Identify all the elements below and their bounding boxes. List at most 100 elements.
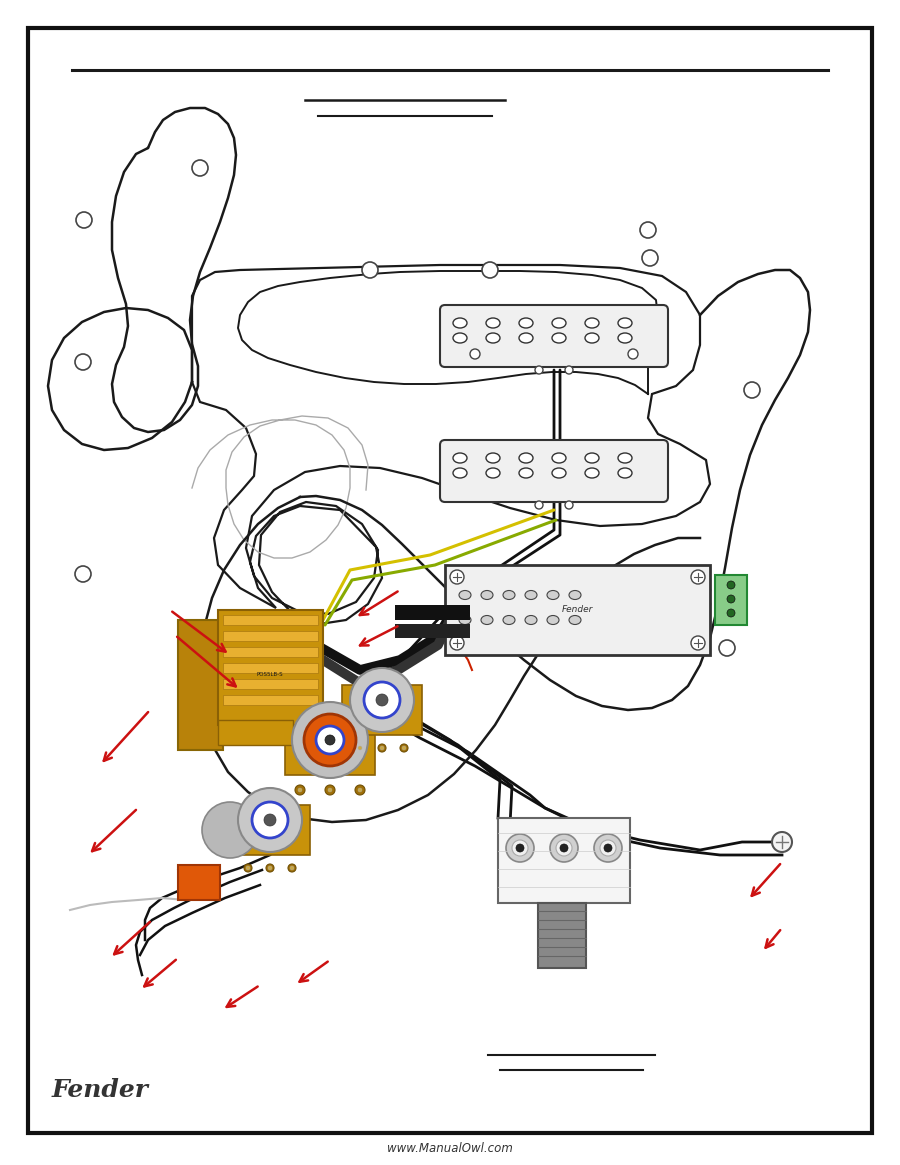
FancyBboxPatch shape bbox=[440, 305, 668, 367]
Ellipse shape bbox=[552, 468, 566, 478]
Bar bbox=[395, 624, 470, 638]
Circle shape bbox=[358, 746, 362, 750]
Ellipse shape bbox=[585, 453, 599, 463]
Circle shape bbox=[560, 843, 568, 852]
Bar bbox=[285, 720, 375, 775]
Circle shape bbox=[642, 250, 658, 266]
Text: Fender: Fender bbox=[51, 1078, 149, 1102]
Ellipse shape bbox=[525, 615, 537, 624]
Bar bbox=[538, 903, 586, 968]
Circle shape bbox=[376, 694, 388, 706]
Circle shape bbox=[76, 212, 92, 228]
Ellipse shape bbox=[481, 591, 493, 600]
Text: www.ManualOwl.com: www.ManualOwl.com bbox=[387, 1142, 513, 1155]
Ellipse shape bbox=[503, 615, 515, 624]
Circle shape bbox=[516, 843, 524, 852]
Circle shape bbox=[364, 682, 400, 718]
Circle shape bbox=[744, 382, 760, 398]
Ellipse shape bbox=[552, 318, 566, 329]
Circle shape bbox=[304, 714, 356, 767]
Ellipse shape bbox=[585, 333, 599, 343]
Circle shape bbox=[380, 746, 384, 750]
Bar bbox=[218, 720, 293, 744]
Circle shape bbox=[727, 581, 735, 589]
Bar bbox=[498, 818, 630, 903]
Ellipse shape bbox=[519, 333, 533, 343]
Ellipse shape bbox=[453, 468, 467, 478]
Circle shape bbox=[482, 262, 498, 278]
Bar bbox=[223, 647, 318, 657]
Ellipse shape bbox=[503, 591, 515, 600]
Bar bbox=[445, 565, 710, 655]
Circle shape bbox=[298, 788, 302, 792]
Circle shape bbox=[727, 609, 735, 617]
Ellipse shape bbox=[618, 318, 632, 329]
Circle shape bbox=[295, 785, 305, 795]
Circle shape bbox=[75, 354, 91, 370]
Circle shape bbox=[268, 866, 272, 870]
Circle shape bbox=[350, 668, 414, 732]
Circle shape bbox=[75, 566, 91, 582]
Circle shape bbox=[550, 834, 578, 862]
Circle shape bbox=[290, 866, 294, 870]
Circle shape bbox=[402, 746, 406, 750]
Ellipse shape bbox=[459, 615, 471, 624]
Bar bbox=[223, 679, 318, 689]
Circle shape bbox=[287, 661, 303, 676]
Circle shape bbox=[362, 262, 378, 278]
Ellipse shape bbox=[618, 333, 632, 343]
Ellipse shape bbox=[519, 468, 533, 478]
Circle shape bbox=[252, 802, 288, 838]
Circle shape bbox=[556, 840, 572, 856]
Ellipse shape bbox=[525, 591, 537, 600]
Ellipse shape bbox=[486, 318, 500, 329]
Bar bbox=[223, 631, 318, 641]
Ellipse shape bbox=[585, 468, 599, 478]
Circle shape bbox=[400, 744, 408, 751]
Circle shape bbox=[604, 843, 612, 852]
Circle shape bbox=[565, 501, 573, 509]
Ellipse shape bbox=[519, 318, 533, 329]
Ellipse shape bbox=[459, 591, 471, 600]
Ellipse shape bbox=[486, 333, 500, 343]
Bar bbox=[178, 864, 220, 901]
Circle shape bbox=[450, 570, 464, 584]
Bar bbox=[178, 620, 223, 750]
Ellipse shape bbox=[585, 318, 599, 329]
Ellipse shape bbox=[481, 615, 493, 624]
Circle shape bbox=[535, 501, 543, 509]
Circle shape bbox=[355, 785, 365, 795]
Bar bbox=[223, 696, 318, 705]
Ellipse shape bbox=[519, 453, 533, 463]
Circle shape bbox=[772, 832, 792, 852]
Circle shape bbox=[316, 726, 344, 754]
Circle shape bbox=[292, 702, 368, 778]
Circle shape bbox=[600, 840, 616, 856]
Ellipse shape bbox=[453, 453, 467, 463]
Ellipse shape bbox=[486, 468, 500, 478]
Circle shape bbox=[264, 814, 276, 826]
Circle shape bbox=[192, 160, 208, 176]
Ellipse shape bbox=[547, 591, 559, 600]
Circle shape bbox=[512, 840, 528, 856]
FancyBboxPatch shape bbox=[440, 440, 668, 502]
Bar bbox=[395, 605, 470, 620]
Circle shape bbox=[565, 366, 573, 374]
Ellipse shape bbox=[552, 333, 566, 343]
Ellipse shape bbox=[552, 453, 566, 463]
Ellipse shape bbox=[547, 615, 559, 624]
Ellipse shape bbox=[569, 615, 581, 624]
Circle shape bbox=[470, 350, 480, 359]
Circle shape bbox=[246, 866, 250, 870]
Bar bbox=[223, 615, 318, 624]
Circle shape bbox=[266, 864, 274, 871]
Bar bbox=[218, 610, 323, 725]
Circle shape bbox=[450, 636, 464, 650]
Circle shape bbox=[691, 636, 705, 650]
Bar bbox=[230, 805, 310, 855]
Ellipse shape bbox=[453, 318, 467, 329]
Ellipse shape bbox=[486, 453, 500, 463]
Circle shape bbox=[356, 744, 364, 751]
Bar bbox=[223, 663, 318, 673]
Ellipse shape bbox=[618, 468, 632, 478]
